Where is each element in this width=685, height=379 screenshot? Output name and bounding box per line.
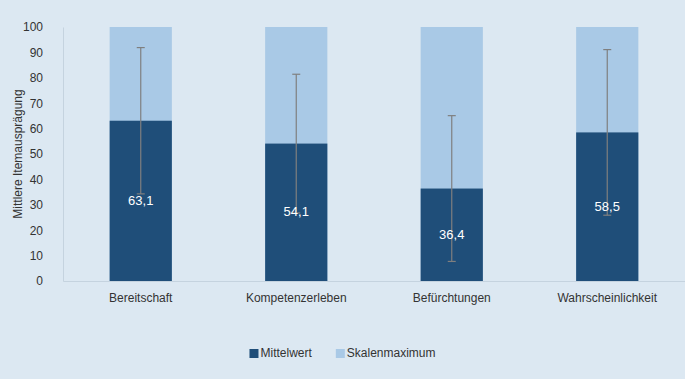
data-label: 36,4 [439,227,464,242]
legend-item: Skalenmaximum [336,346,436,360]
error-cap [448,115,456,116]
x-axis-line [64,281,685,282]
y-axis-line [63,28,64,282]
y-tick: 70 [30,97,63,111]
data-label: 63,1 [128,193,153,208]
y-tick-label: 80 [30,71,44,85]
bar [576,27,638,281]
legend-swatch [336,349,345,358]
series [110,121,639,281]
y-tick-label: 90 [30,46,44,60]
legend: Mittelwert Skalenmaximum [249,346,435,360]
y-tick-label: 70 [30,97,44,111]
error-cap [603,215,611,216]
y-tick: 30 [30,198,63,212]
y-tick: 100 [23,20,63,34]
data-labels: 63,1 54,1 36,4 58,5 [128,193,620,242]
x-tick-label: Kompetenzerleben [246,291,347,305]
y-tick-label: 40 [30,173,44,187]
legend-label: Mittelwert [260,346,312,360]
error-bar [603,50,611,216]
x-tick: Bereitschaft [109,291,173,305]
y-tick-label: 60 [30,122,44,136]
y-tick-label: 0 [36,274,43,288]
legend-label: Skalenmaximum [347,346,436,360]
error-cap [448,261,456,262]
error-line [140,48,141,194]
x-tick-label: Befürchtungen [413,291,491,305]
plot: 0 10 20 30 40 50 60 70 80 90 100 Bereitschaft Kompet… [23,20,685,304]
error-cap [603,49,611,50]
y-tick: 40 [30,173,63,187]
bar [421,27,483,281]
error-cap [292,74,300,75]
y-tick-label: 100 [23,20,43,34]
error-line [296,74,297,213]
y-tick: 60 [30,122,63,136]
y-tick-label: 50 [30,147,44,161]
y-tick-label: 10 [30,249,44,263]
y-tick-label: 20 [30,224,44,238]
x-tick-label: Wahrscheinlichkeit [557,291,657,305]
y-tick: 80 [30,71,63,85]
x-tick-label: Bereitschaft [109,291,173,305]
y-tick: 0 [36,274,63,288]
x-tick: Wahrscheinlichkeit [557,291,657,305]
bar [110,27,172,281]
error-line [607,50,608,216]
bars [110,27,639,281]
y-axis-title: Mittlere Itemausprägung [11,89,25,218]
y-tick: 90 [30,46,63,60]
data-label: 58,5 [595,199,620,214]
legend-item: Mittelwert [249,346,312,360]
error-bar [292,74,300,213]
y-axis: 0 10 20 30 40 50 60 70 80 90 100 [23,20,64,288]
series [110,27,639,281]
y-tick: 50 [30,147,63,161]
y-tick-label: 30 [30,198,44,212]
error-cap [137,47,145,48]
x-tick: Kompetenzerleben [246,291,347,305]
data-label: 54,1 [284,204,309,219]
error-bars [137,48,612,262]
error-bar [137,48,145,194]
x-axis: Bereitschaft Kompetenzerleben Befürchtunge… [64,282,685,305]
y-tick: 20 [30,224,63,238]
bar [265,27,327,281]
x-tick: Befürchtungen [413,291,491,305]
chart: 0 10 20 30 40 50 60 70 80 90 100 Bereitschaft Kompet… [0,0,685,379]
legend-swatch [249,349,258,358]
y-tick: 10 [30,249,63,263]
